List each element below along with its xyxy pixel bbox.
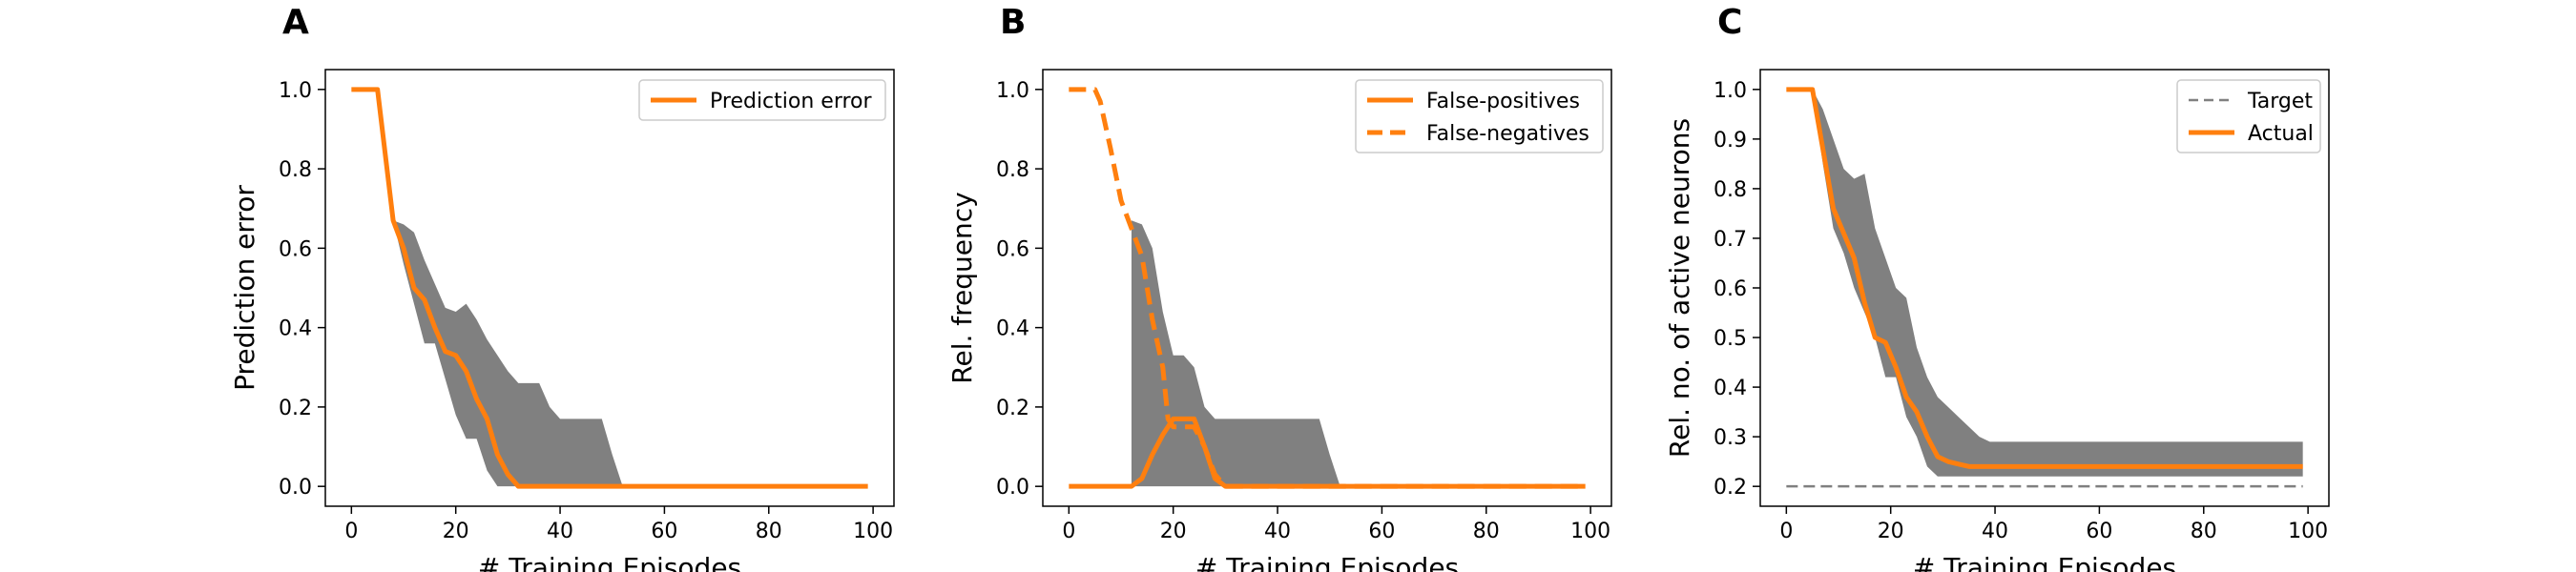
y-tick-label: 0.4 xyxy=(279,317,312,341)
y-axis-title: Rel. frequency xyxy=(946,192,978,383)
x-tick-label: 0 xyxy=(1062,520,1075,543)
x-tick-label: 20 xyxy=(443,520,469,543)
legend-box xyxy=(1355,79,1604,153)
x-tick-label: 20 xyxy=(1160,520,1187,543)
variance-band xyxy=(393,220,623,487)
series-line-false-negatives xyxy=(1069,87,1586,489)
plot-frame xyxy=(1042,69,1612,507)
x-tick-label: 80 xyxy=(1473,520,1500,543)
y-tick-label: 0.8 xyxy=(279,158,312,182)
chart-panel-c: 0 20 40 60 80 100 0.2 0.3 0.4 0.5 0.6 0.7 0.8 0.9 1.0 #… xyxy=(1664,3,2330,572)
x-tick-label: 100 xyxy=(2288,520,2328,543)
panel-letter: B xyxy=(1000,3,1026,42)
x-tick-label: 40 xyxy=(1264,520,1291,543)
y-tick-label: 0.2 xyxy=(996,397,1029,420)
y-tick-label: 0.3 xyxy=(1714,426,1747,450)
series-line-false-positives xyxy=(1069,416,1586,489)
y-axis-title: Prediction error xyxy=(229,185,260,391)
panel-letter: A xyxy=(282,3,309,42)
legend: Prediction error xyxy=(638,79,886,121)
x-tick-label: 60 xyxy=(651,520,677,543)
chart-panel-b: 0 20 40 60 80 100 0.0 0.2 0.4 0.6 0.8 1.0 # Training… xyxy=(946,3,1612,572)
x-axis-title: # Training Episodes xyxy=(1913,552,2176,572)
y-tick-label: 1.0 xyxy=(996,79,1029,103)
legend-label: Prediction error xyxy=(710,90,872,113)
y-tick-label: 0.9 xyxy=(1714,129,1747,153)
x-tick-label: 80 xyxy=(756,520,782,543)
series-line-actual xyxy=(1786,87,2303,469)
x-tick-label: 0 xyxy=(344,520,358,543)
x-tick-label: 40 xyxy=(1982,520,2008,543)
y-tick-label: 0.0 xyxy=(279,476,312,500)
y-tick-label: 0.4 xyxy=(996,317,1029,341)
x-tick-label: 60 xyxy=(2086,520,2112,543)
y-tick-label: 0.2 xyxy=(279,397,312,420)
y-tick-label: 0.5 xyxy=(1714,327,1747,351)
legend-label: Actual xyxy=(2248,122,2314,146)
variance-band xyxy=(1131,220,1340,487)
plot-frame xyxy=(324,69,895,507)
y-tick-label: 0.8 xyxy=(996,158,1029,182)
y-tick-label: 0.2 xyxy=(1714,476,1747,500)
x-axis-title: # Training Episodes xyxy=(478,552,741,572)
y-tick-label: 0.6 xyxy=(996,237,1029,261)
x-tick-label: 100 xyxy=(1570,520,1610,543)
y-tick-label: 0.7 xyxy=(1714,228,1747,252)
legend-label: False-negatives xyxy=(1426,122,1589,146)
panel-letter: C xyxy=(1717,3,1742,42)
legend-box xyxy=(638,79,886,121)
legend-label: False-positives xyxy=(1426,90,1580,113)
legend: False-positives False-negatives xyxy=(1355,79,1604,153)
series-line-prediction-error xyxy=(351,87,868,489)
y-tick-label: 0.0 xyxy=(996,476,1029,500)
x-tick-label: 40 xyxy=(547,520,573,543)
y-tick-label: 0.4 xyxy=(1714,377,1747,400)
x-tick-label: 60 xyxy=(1368,520,1395,543)
legend: Target Actual xyxy=(2176,79,2321,153)
x-tick-label: 20 xyxy=(1878,520,1904,543)
legend-label: Target xyxy=(2247,90,2313,113)
y-tick-label: 1.0 xyxy=(1714,79,1747,103)
y-tick-label: 1.0 xyxy=(279,79,312,103)
y-tick-label: 0.8 xyxy=(1714,178,1747,202)
x-axis-title: # Training Episodes xyxy=(1195,552,1459,572)
x-tick-label: 100 xyxy=(853,520,893,543)
y-tick-label: 0.6 xyxy=(279,237,312,261)
y-axis-title: Rel. no. of active neurons xyxy=(1664,118,1695,458)
chart-panel-a: 0 20 40 60 80 100 0.0 0.2 0.4 0.6 0.8 1.0 # Training… xyxy=(229,3,895,572)
x-tick-label: 80 xyxy=(2191,520,2217,543)
x-tick-label: 0 xyxy=(1779,520,1793,543)
y-tick-label: 0.6 xyxy=(1714,277,1747,301)
